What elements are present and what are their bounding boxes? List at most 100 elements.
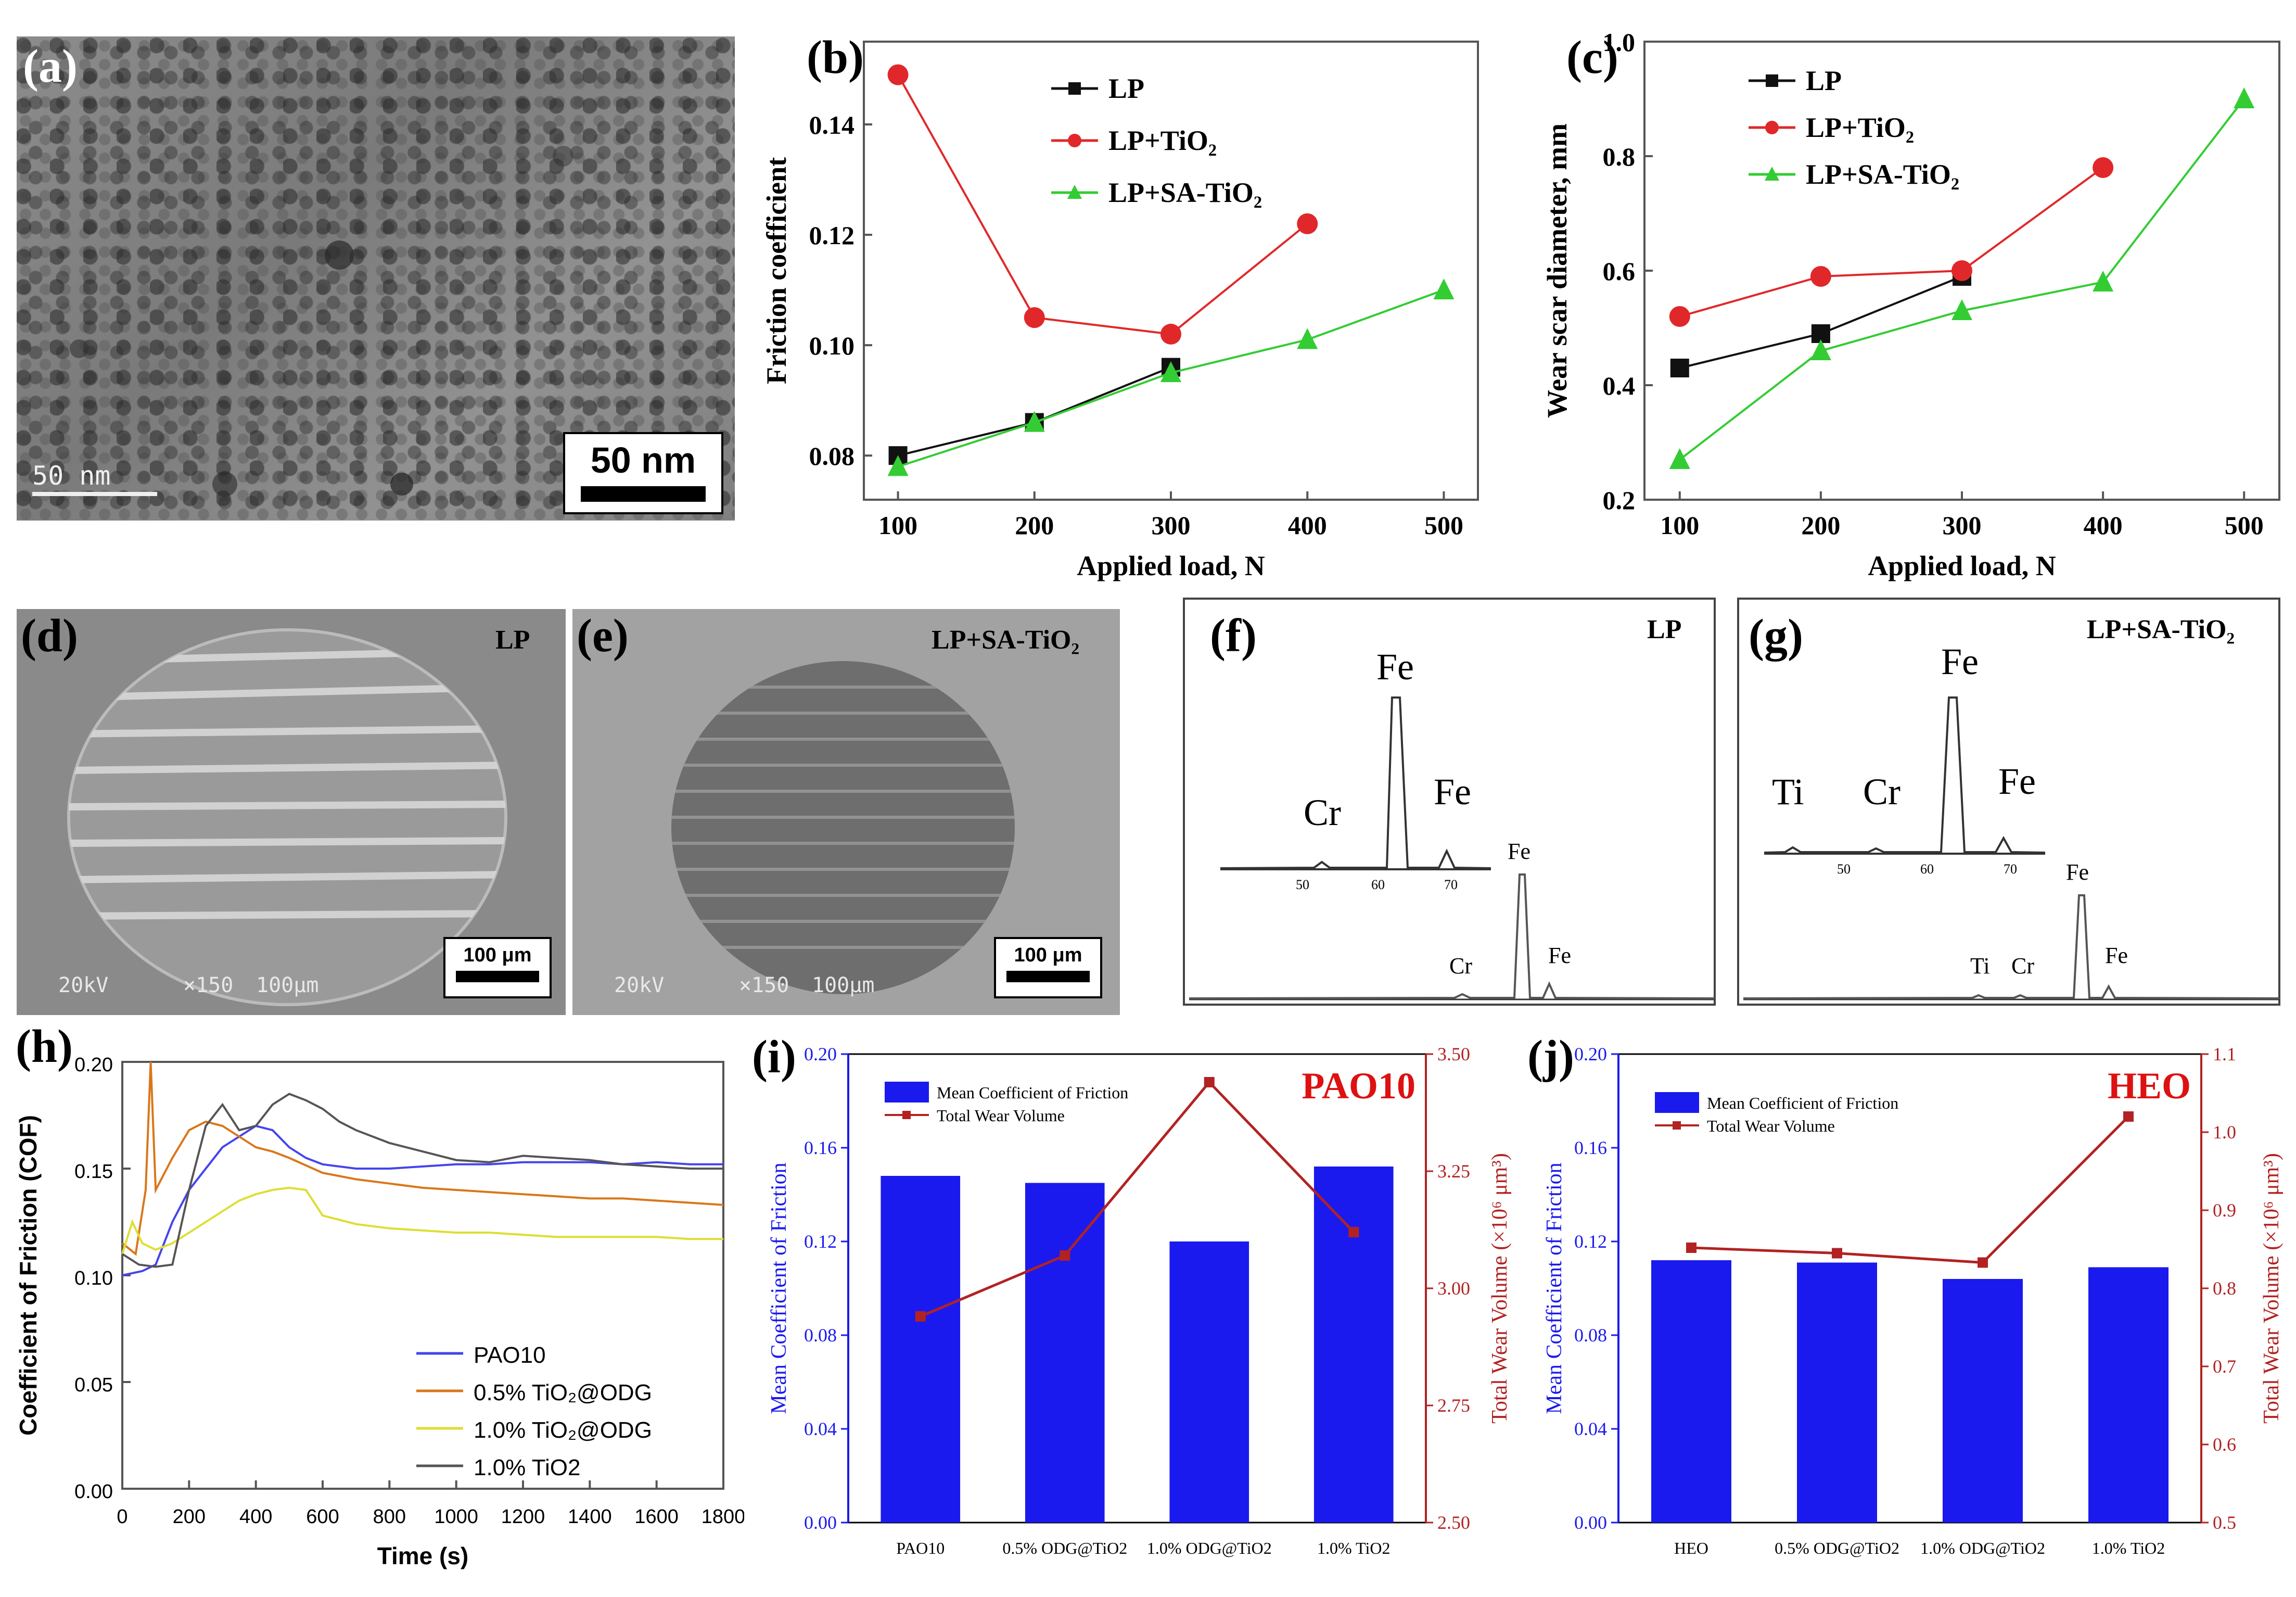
panel-g-main-peak-ti: Ti xyxy=(1970,953,1990,979)
y-tick-label: 0.4 xyxy=(1603,371,1636,400)
legend-line-marker xyxy=(902,1111,911,1119)
y2-tick-label: 1.0 xyxy=(2213,1122,2236,1143)
data-point-triangle xyxy=(1297,328,1318,349)
y-tick-label: 0.08 xyxy=(804,1325,837,1346)
x-tick-label: 600 xyxy=(306,1506,339,1528)
panel-d-kv: 20kV xyxy=(58,973,109,997)
legend-marker xyxy=(1067,185,1082,199)
y2-tick-label: 3.25 xyxy=(1437,1161,1470,1182)
panel-g-main-peak-cr: Cr xyxy=(2011,953,2034,979)
data-point-circle xyxy=(1024,307,1045,328)
panel-f-inset-peak-fe1: Fe xyxy=(1376,646,1414,688)
x-tick-label: 1600 xyxy=(634,1506,679,1528)
panel-label: (i) xyxy=(752,1031,796,1083)
legend-line-label: Total Wear Volume xyxy=(1707,1117,1835,1135)
data-point-square xyxy=(1670,359,1689,377)
y-tick-label: 0.20 xyxy=(74,1054,113,1076)
x-tick-label: 400 xyxy=(1288,511,1327,540)
data-point-triangle xyxy=(887,455,909,476)
tem-scale-small-text: 50 nm xyxy=(32,461,111,491)
panel-g-inset-peak-ti: Ti xyxy=(1772,771,1804,813)
data-point-circle xyxy=(1951,260,1972,281)
y2-axis-label: Total Wear Volume (×10⁶ μm³) xyxy=(1488,1153,1512,1424)
series-line xyxy=(121,1093,723,1268)
data-point-circle xyxy=(887,64,909,85)
wear-volume-point xyxy=(1348,1227,1359,1237)
x-tick-label: 1800 xyxy=(701,1506,744,1528)
y2-tick-label: 0.6 xyxy=(2213,1434,2236,1455)
x-tick-label: 100 xyxy=(1660,511,1699,540)
panel-d-sample: LP xyxy=(495,625,530,655)
legend-bar-swatch xyxy=(885,1082,929,1102)
y-tick-label: 0.05 xyxy=(74,1374,113,1396)
wear-scar-e xyxy=(671,661,1015,994)
wear-volume-line xyxy=(920,1080,1355,1318)
y-tick-label: 0.15 xyxy=(74,1161,113,1183)
series-line xyxy=(1679,167,2104,318)
bar xyxy=(1943,1279,2023,1523)
x-category-label: PAO10 xyxy=(896,1539,945,1557)
y-tick-label: 0.00 xyxy=(74,1481,113,1503)
sem-image-d: (d) LP 20kV ×150 100μm 100 μm xyxy=(17,609,566,1015)
y-axis-label: Friction coefficient xyxy=(761,157,792,384)
y2-tick-label: 3.00 xyxy=(1437,1278,1470,1299)
chart-h: 0 200 400 600 800 1000 1200 1400 1600 1800 0.00 0.0… xyxy=(15,1021,744,1569)
legend-label: LP+TiO₂ xyxy=(1108,125,1217,156)
y2-tick-label: 0.7 xyxy=(2213,1356,2236,1377)
y-tick-label: 0.12 xyxy=(804,1231,837,1252)
legend-marker xyxy=(1766,74,1778,87)
y-tick-label: 1.0 xyxy=(1603,28,1636,57)
y-tick-label: 0.08 xyxy=(809,441,855,471)
y-tick-label: 0.6 xyxy=(1603,257,1636,286)
data-point-triangle xyxy=(1951,299,1972,320)
x-axis-label: Applied load, N xyxy=(1077,550,1265,581)
y-axis-label: Mean Coefficient of Friction xyxy=(767,1162,791,1414)
data-point-triangle xyxy=(1433,278,1455,300)
tem-scale-box: 50 nm xyxy=(563,432,723,514)
panel-e-kv: 20kV xyxy=(614,973,665,997)
wear-volume-point xyxy=(1978,1257,1988,1268)
tem-image-panel: (a) 50 nm 50 nm xyxy=(17,36,735,521)
panel-f-inset-peak-cr: Cr xyxy=(1304,792,1341,833)
bar xyxy=(1313,1167,1394,1523)
bar xyxy=(1651,1260,1731,1523)
x-tick-label: 200 xyxy=(1801,511,1840,540)
data-point-triangle xyxy=(1160,361,1181,383)
x-category-label: 1.0% TiO2 xyxy=(2092,1539,2165,1557)
panel-g-main-peak-fe2: Fe xyxy=(2105,943,2128,968)
x-axis-label: Applied load, N xyxy=(1868,550,2056,581)
y-tick-label: 0.12 xyxy=(1574,1231,1607,1252)
panel-f-inset-tick-70: 70 xyxy=(1444,877,1458,892)
x-tick-label: 1400 xyxy=(568,1506,612,1528)
legend-bar-label: Mean Coefficient of Friction xyxy=(1707,1094,1898,1112)
bar xyxy=(2088,1267,2169,1523)
legend-label: 1.0% TiO2 xyxy=(474,1455,580,1480)
panel-g-inset-peak-fe2: Fe xyxy=(1998,761,2036,802)
panel-f-main-peak-cr: Cr xyxy=(1449,953,1472,979)
chart-j: HEO 0.5% ODG@TiO2 1.0% ODG@TiO2 1.0% TiO2 0.… xyxy=(1527,1031,2284,1557)
panel-e-sample: LP+SA-TiO₂ xyxy=(932,625,1080,655)
y-tick-label: 0.00 xyxy=(804,1512,837,1533)
panel-a-label: (a) xyxy=(23,41,78,92)
data-point-triangle xyxy=(2093,271,2114,291)
chart-i: PAO10 0.5% ODG@TiO2 1.0% ODG@TiO2 1.0% TiO2… xyxy=(752,1031,1512,1557)
legend-label: LP+TiO₂ xyxy=(1806,112,1914,143)
y2-tick-label: 2.50 xyxy=(1437,1512,1470,1533)
panel-f-label: (f) xyxy=(1210,610,1257,662)
tem-scale-text: 50 nm xyxy=(590,440,696,480)
x-category-label: 1.0% TiO2 xyxy=(1317,1539,1391,1557)
panel-d-scale-bar xyxy=(456,971,539,982)
eds-panel-f: (f) LP Cr Fe Fe 50 60 70 Cr Fe Fe xyxy=(1179,593,1720,1010)
panel-e-scale-bar xyxy=(1006,971,1090,982)
x-category-label: HEO xyxy=(1674,1539,1708,1557)
panel-label: (b) xyxy=(807,32,864,83)
data-point-circle xyxy=(2093,157,2114,178)
chart-b: 100 200 300 400 500 0.08 0.10 0.12 0.14 Applied l… xyxy=(761,32,1479,581)
y-tick-label: 0.10 xyxy=(74,1268,113,1289)
panel-g-main-peak-fe1: Fe xyxy=(2066,859,2089,885)
legend-marker xyxy=(1765,121,1779,134)
chart-title: PAO10 xyxy=(1302,1065,1415,1107)
x-tick-label: 0 xyxy=(117,1506,127,1528)
panel-g-inset-tick-70: 70 xyxy=(2004,861,2017,877)
data-point-circle xyxy=(1669,306,1690,327)
